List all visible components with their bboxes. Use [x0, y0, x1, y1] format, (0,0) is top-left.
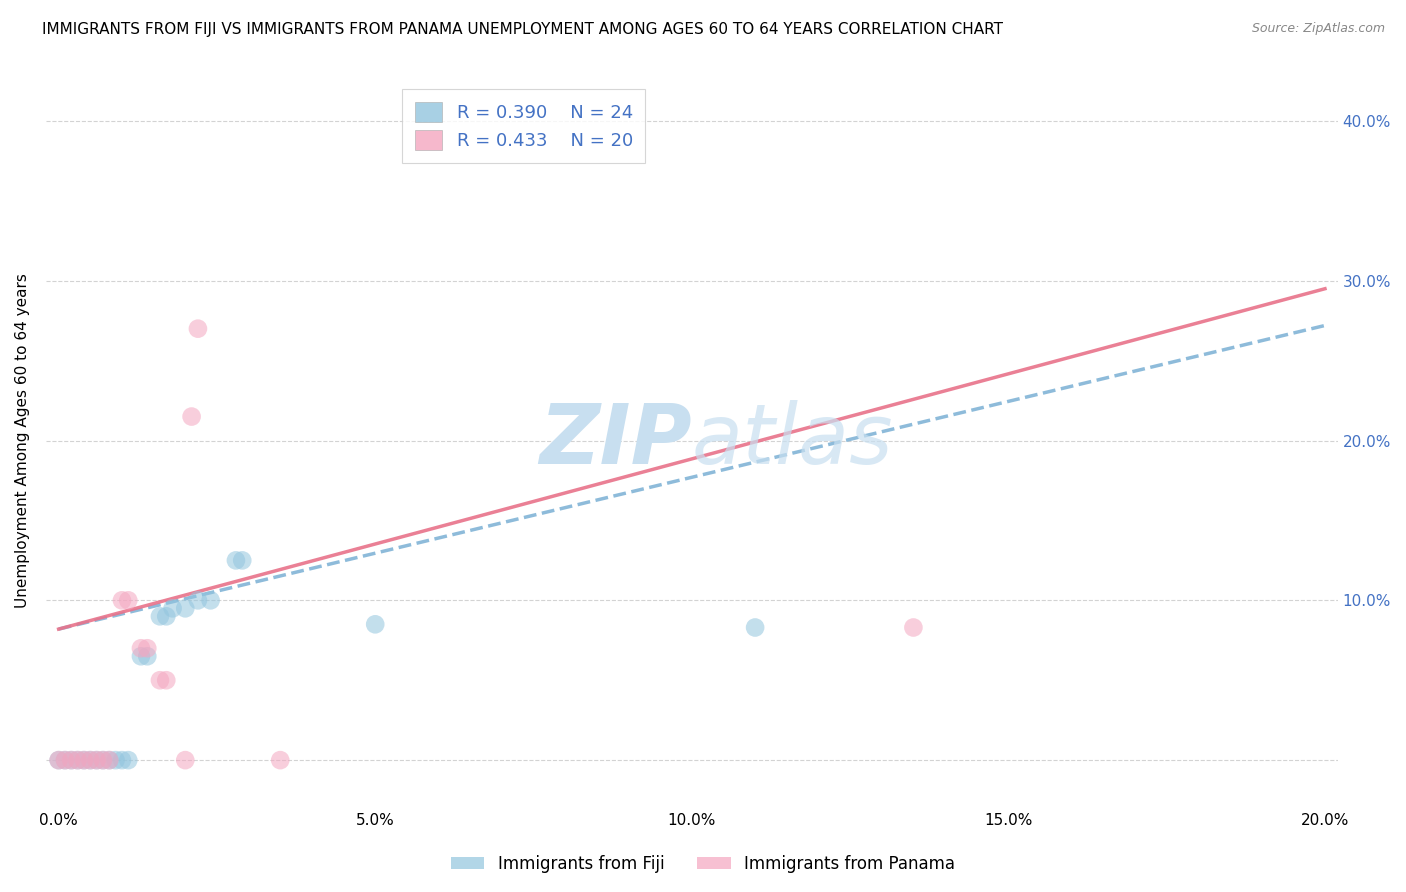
Point — [744, 620, 766, 634]
Text: ZIP: ZIP — [538, 400, 692, 481]
Point — [73, 753, 96, 767]
Point — [73, 753, 96, 767]
Point — [200, 593, 222, 607]
Point — [269, 753, 291, 767]
Point — [91, 753, 114, 767]
Point — [79, 753, 101, 767]
Point — [98, 753, 121, 767]
Point — [155, 673, 177, 688]
Point — [104, 753, 127, 767]
Legend: Immigrants from Fiji, Immigrants from Panama: Immigrants from Fiji, Immigrants from Pa… — [444, 848, 962, 880]
Point — [111, 753, 134, 767]
Point — [129, 649, 152, 664]
Point — [364, 617, 387, 632]
Point — [111, 593, 134, 607]
Point — [53, 753, 76, 767]
Point — [48, 753, 70, 767]
Point — [174, 753, 197, 767]
Point — [225, 553, 247, 567]
Point — [129, 641, 152, 656]
Text: IMMIGRANTS FROM FIJI VS IMMIGRANTS FROM PANAMA UNEMPLOYMENT AMONG AGES 60 TO 64 : IMMIGRANTS FROM FIJI VS IMMIGRANTS FROM … — [42, 22, 1002, 37]
Point — [98, 753, 121, 767]
Point — [86, 753, 108, 767]
Point — [187, 321, 209, 335]
Legend: R = 0.390    N = 24, R = 0.433    N = 20: R = 0.390 N = 24, R = 0.433 N = 20 — [402, 89, 645, 162]
Y-axis label: Unemployment Among Ages 60 to 64 years: Unemployment Among Ages 60 to 64 years — [15, 273, 30, 608]
Point — [48, 753, 70, 767]
Point — [60, 753, 83, 767]
Point — [231, 553, 253, 567]
Point — [149, 673, 172, 688]
Point — [66, 753, 89, 767]
Point — [174, 601, 197, 615]
Point — [155, 609, 177, 624]
Point — [136, 649, 159, 664]
Text: Source: ZipAtlas.com: Source: ZipAtlas.com — [1251, 22, 1385, 36]
Point — [136, 641, 159, 656]
Point — [66, 753, 89, 767]
Point — [79, 753, 101, 767]
Point — [60, 753, 83, 767]
Point — [149, 609, 172, 624]
Point — [162, 601, 184, 615]
Point — [86, 753, 108, 767]
Point — [187, 593, 209, 607]
Point — [180, 409, 202, 424]
Point — [117, 753, 139, 767]
Point — [903, 620, 925, 634]
Text: atlas: atlas — [692, 400, 893, 481]
Point — [91, 753, 114, 767]
Point — [117, 593, 139, 607]
Point — [53, 753, 76, 767]
